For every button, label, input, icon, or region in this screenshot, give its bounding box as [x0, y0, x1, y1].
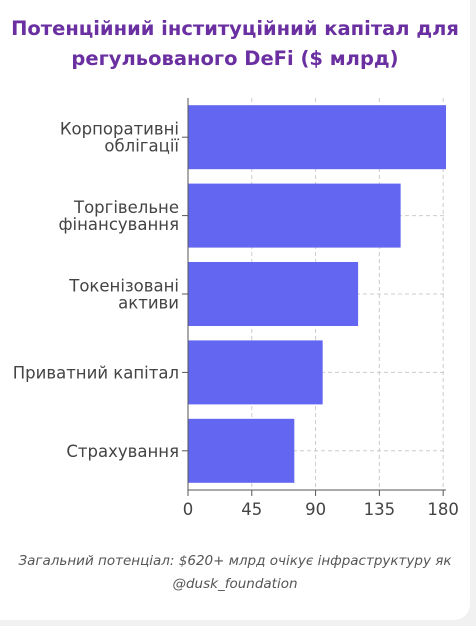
- category-label-1: Торгівельне фінансування: [58, 198, 179, 234]
- x-tick-label-1: 45: [241, 500, 262, 519]
- caption-line-2: @dusk_foundation: [172, 576, 298, 592]
- category-label-line: облігації: [104, 137, 179, 156]
- chart-title: Потенційний інституційний капітал для рег…: [0, 14, 470, 74]
- category-label-line: фінансування: [58, 215, 179, 234]
- bar-3: [188, 340, 323, 405]
- category-label-2: Токенізовані активи: [68, 277, 179, 313]
- category-label-line: активи: [118, 294, 179, 313]
- tick-labels: 0 45 90 135 180: [183, 500, 459, 519]
- category-label-4: Страхування: [66, 442, 179, 461]
- bar-2: [188, 262, 359, 326]
- category-label-line: Корпоративні: [60, 120, 179, 139]
- category-label-line: Приватний капітал: [13, 363, 179, 382]
- x-tick-label-2: 90: [305, 500, 326, 519]
- x-tick-label-0: 0: [183, 500, 194, 519]
- caption-line-1: Загальний потенціал: $620+ млрд очікує і…: [18, 553, 452, 569]
- caption: Загальний потенціал: $620+ млрд очікує і…: [0, 550, 470, 596]
- x-tick-label-4: 180: [427, 500, 459, 519]
- category-label-line: Торгівельне: [73, 198, 179, 217]
- bar-chart: Корпоративні облігації Торгівельне фінансув…: [13, 98, 459, 519]
- chart-title-line-2: регульованого DeFi ($ млрд): [71, 47, 399, 70]
- category-label-3: Приватний капітал: [13, 363, 179, 382]
- bars: [188, 105, 446, 483]
- chart-title-line-1: Потенційний інституційний капітал для: [11, 17, 459, 40]
- bar-4: [188, 418, 295, 483]
- category-labels: Корпоративні облігації Торгівельне фінансув…: [13, 120, 180, 461]
- chart-card: Потенційний інституційний капітал для рег…: [0, 0, 470, 620]
- bar-0: [188, 105, 446, 170]
- category-label-0: Корпоративні облігації: [60, 120, 180, 156]
- axes: [182, 98, 446, 496]
- bar-1: [188, 183, 401, 248]
- category-label-line: Страхування: [66, 442, 179, 461]
- x-tick-label-3: 135: [364, 500, 396, 519]
- category-label-line: Токенізовані: [68, 277, 179, 296]
